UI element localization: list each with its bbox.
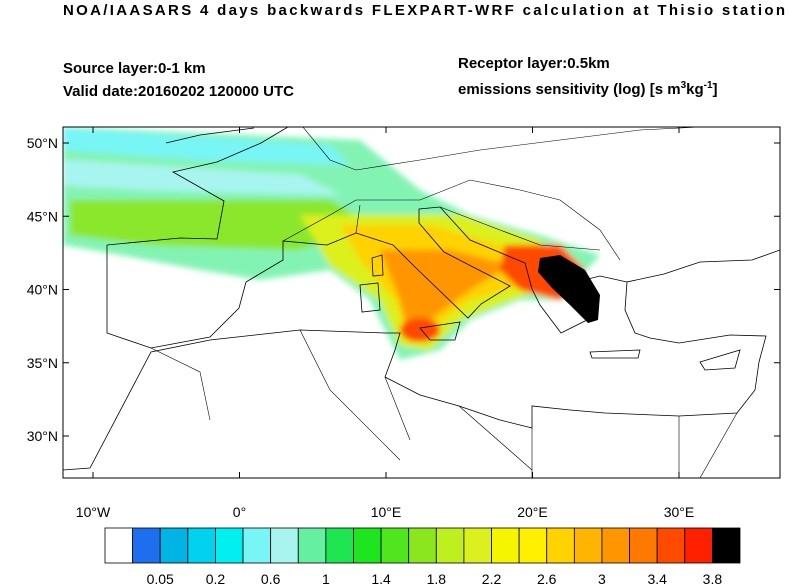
colorbar-box [684,527,713,564]
units-label: emissions sensitivity (log) [s m3kg-1] [458,80,718,98]
colorbar-label: 1 [322,571,330,585]
colorbar-label: 0.2 [206,571,226,585]
lon-label: 0° [233,504,246,520]
colorbar-label: 3.4 [647,571,667,585]
title: NOA/IAASARS 4 days backwards FLEXPART-WR… [63,2,785,19]
coastlines [63,127,780,471]
colorbar-box [711,527,741,564]
colorbar-label: 3.8 [703,571,723,585]
lon-label: 20°E [517,504,548,520]
map [63,127,780,478]
colorbar-box [380,527,410,564]
colorbar-box [408,527,437,564]
colorbar-label: 0.05 [147,571,174,585]
axes: 50°N 45°N 40°N 35°N 30°N 10°W 0° 10°E 20°E 30°E [27,127,780,520]
units-text: emissions sensitivity (log) [s m [458,81,681,98]
colorbar-box [242,527,272,564]
lon-label: 30°E [664,504,695,520]
colorbar-box [491,527,520,564]
borders [150,127,738,478]
colorbar-box [435,527,465,564]
lat-label: 45°N [27,208,58,224]
colorbar-box [270,527,299,564]
colorbar-label: 2.6 [537,571,557,585]
colorbar: 0.05 0.2 0.6 1 1.4 1.8 2.2 2.6 3 3.4 3.8 [104,527,741,585]
units-text: ] [713,81,718,98]
lat-label: 50°N [27,135,58,151]
colorbar-box [601,527,630,564]
colorbar-box [159,527,189,564]
lat-label: 35°N [27,355,58,371]
colorbar-box [187,527,216,564]
source-layer: Source layer:0-1 km [63,60,206,77]
colorbar-box [353,527,382,564]
colorbar-box [518,527,548,564]
colorbar-label: 2.2 [482,571,502,585]
lon-label: 10°W [76,504,111,520]
colorbar-box [132,527,161,564]
colorbar-box [325,527,354,564]
colorbar-box [104,527,134,564]
colorbar-label: 1.4 [371,571,391,585]
colorbar-box [215,527,244,564]
colorbar-label: 1.8 [427,571,447,585]
colorbar-box [629,527,658,564]
lon-label: 10°E [371,504,402,520]
colorbar-label: 0.6 [261,571,281,585]
units-sup: -1 [704,80,713,91]
lat-label: 40°N [27,282,58,298]
colorbar-box [546,527,575,564]
colorbar-box [297,527,327,564]
colorbar-box [463,527,492,564]
receptor-layer: Receptor layer:0.5km [458,55,610,72]
lat-label: 30°N [27,428,58,444]
units-text: kg [686,81,704,98]
colorbar-box [656,527,686,564]
plume-core [538,255,600,323]
colorbar-box [573,527,603,564]
map-frame [62,126,781,479]
valid-date: Valid date:20160202 120000 UTC [63,83,294,100]
units-sup: 3 [681,80,687,91]
colorbar-label: 3 [598,571,606,585]
